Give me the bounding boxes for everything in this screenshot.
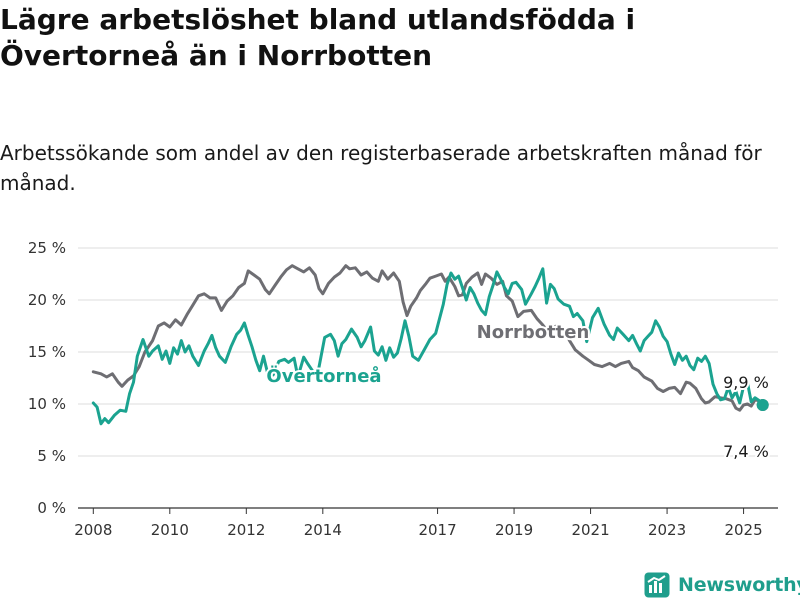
- y-tick-label: 5 %: [37, 447, 66, 465]
- end-value-overtornea: 7,4 %: [723, 442, 769, 461]
- y-tick-label: 0 %: [37, 499, 66, 517]
- end-value-norrbotten: 9,9 %: [723, 373, 769, 392]
- newsworthy-logo-icon: [644, 572, 670, 598]
- series-line-norrbotten: [91, 264, 765, 412]
- y-axis: 0 % 5 % 10 % 15 % 20 % 25 %: [28, 239, 66, 517]
- chart-title: Lägre arbetslöshet bland utlandsfödda i …: [0, 3, 636, 72]
- x-tick-label: 2008: [74, 521, 112, 539]
- series-lines: [91, 264, 769, 426]
- x-tick-label: 2023: [648, 521, 686, 539]
- brand-logo: Newsworthy: [644, 570, 800, 600]
- line-chart: 0 %5 %10 %15 %20 %25 % 2008 2010 2012 2014 2…: [28, 239, 778, 539]
- series-line-overtornea: [91, 267, 765, 426]
- x-tick-label: 2017: [418, 521, 456, 539]
- chart-subtitle: Arbetssökande som andel av den registerb…: [0, 141, 762, 195]
- x-tick-label: 2010: [151, 521, 189, 539]
- series-label-norrbotten: Norrbotten: [477, 322, 590, 343]
- x-tick-label: 2021: [571, 521, 609, 539]
- end-point-overtornea: [756, 399, 769, 412]
- y-tick-label: 20 %: [28, 291, 66, 309]
- grid-lines: [78, 247, 778, 509]
- y-tick-label: 15 %: [28, 343, 66, 361]
- x-tick-label: 2012: [227, 521, 265, 539]
- x-tick-label: 2019: [495, 521, 533, 539]
- y-tick-label: 10 %: [28, 395, 66, 413]
- brand-name: Newsworthy: [678, 574, 800, 596]
- series-labels: Norrbotten Övertorneå 9,9 % 7,4 %: [264, 320, 770, 463]
- series-label-overtornea: Övertorneå: [266, 365, 381, 387]
- y-tick-label: 25 %: [28, 239, 66, 257]
- x-tick-label: 2025: [724, 521, 762, 539]
- x-axis: 2008 2010 2012 2014 2017 2019 2021 2023 2025: [74, 508, 763, 539]
- x-tick-label: 2014: [304, 521, 342, 539]
